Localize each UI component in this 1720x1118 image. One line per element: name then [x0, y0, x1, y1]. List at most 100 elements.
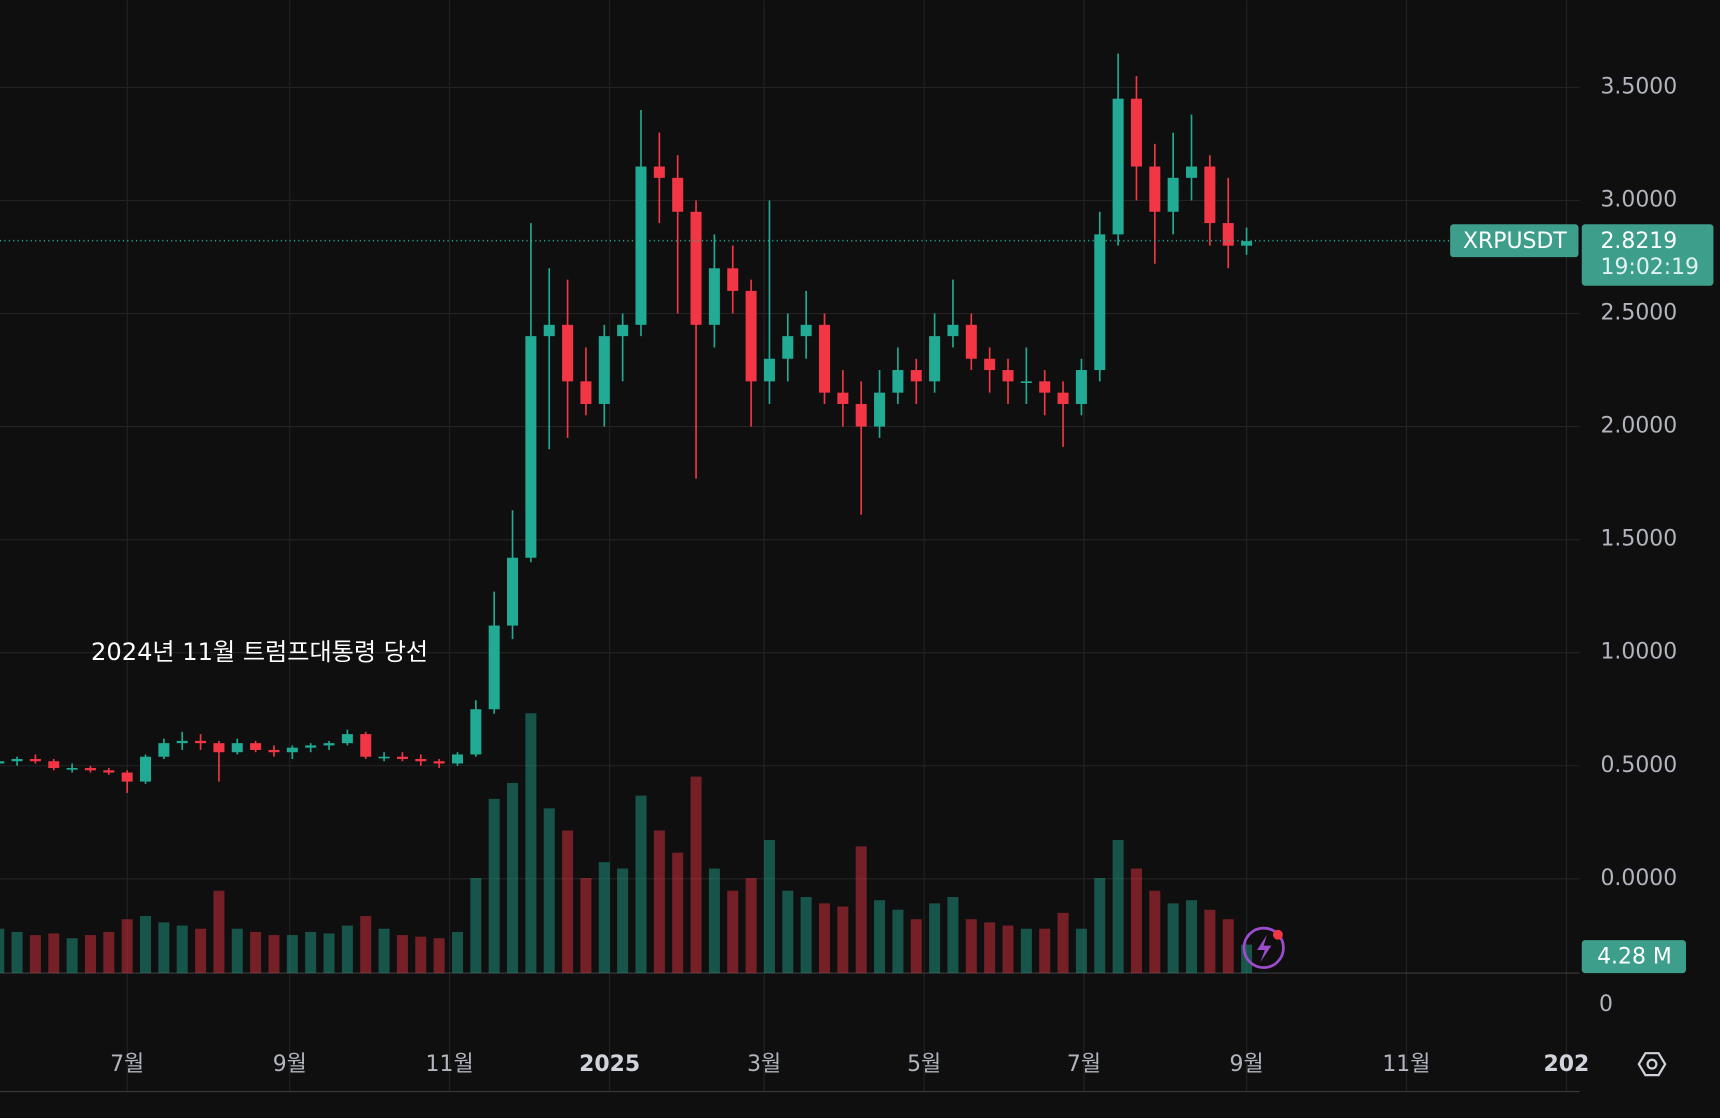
candle-body: [653, 166, 665, 178]
candle-body: [176, 740, 188, 744]
candle-body: [672, 177, 684, 212]
volume-bar: [617, 868, 629, 974]
y-tick-label: 2.0000: [1600, 414, 1677, 439]
candle-body: [1002, 370, 1014, 382]
volume-bar: [176, 925, 188, 974]
x-tick-label: 11월: [1382, 1052, 1430, 1077]
candle-body: [1149, 166, 1161, 212]
candle-body: [635, 166, 647, 325]
volume-bar: [525, 713, 537, 974]
candle-body: [580, 381, 592, 404]
volume-bar: [250, 931, 262, 974]
candle-body: [341, 734, 353, 744]
candle-body: [543, 324, 555, 337]
candle-body: [617, 324, 629, 337]
candle-body: [268, 749, 280, 753]
settings-icon[interactable]: [1637, 1052, 1667, 1077]
candle-body: [855, 403, 867, 427]
volume-bar: [158, 922, 170, 974]
candles: [0, 53, 1253, 793]
volume-bar: [1094, 878, 1106, 974]
volume-bar: [763, 839, 775, 974]
volume-bar: [11, 931, 23, 974]
candle-body: [1222, 223, 1234, 246]
volume-bar: [965, 919, 977, 974]
candle-body: [818, 324, 831, 393]
volume-bar: [929, 903, 941, 974]
candle-body: [598, 336, 610, 404]
volume-bar: [0, 928, 5, 974]
alert-dot[interactable]: [1272, 929, 1283, 940]
volume-bar: [1039, 928, 1051, 974]
candle-body: [1075, 370, 1087, 404]
volume-bar: [103, 931, 115, 974]
volume-bar: [947, 897, 959, 974]
y-tick-label: 1.5000: [1600, 527, 1677, 552]
volume-bar: [1186, 900, 1198, 974]
candle-body: [837, 392, 849, 404]
volume-bar: [1167, 903, 1179, 974]
candle-body: [84, 768, 96, 771]
volume-bar: [1075, 928, 1087, 974]
settings-hole[interactable]: [1646, 1058, 1658, 1070]
y-tick-label: 1.0000: [1600, 640, 1677, 665]
settings-hex[interactable]: [1637, 1052, 1667, 1077]
candle-body: [11, 758, 23, 762]
candle-body: [1186, 166, 1198, 178]
candle-body: [213, 743, 225, 753]
volume-bar: [1002, 925, 1014, 974]
axes: 0.0000 0.5000 1.0000 1.5000 2.0000 2.5000 3.00…: [0, 74, 1714, 1077]
y-tick-label: 2.5000: [1600, 301, 1677, 326]
volume-bar: [1020, 928, 1032, 974]
volume-bar: [360, 916, 372, 974]
y-tick-label: 0.0000: [1600, 866, 1677, 891]
volume-bar: [745, 878, 757, 974]
volume-bar: [1149, 890, 1161, 974]
volume-bar: [378, 928, 390, 974]
volume-bar: [213, 890, 225, 974]
volume-bar: [1222, 919, 1234, 974]
candle-body: [433, 761, 445, 764]
candle-body: [1130, 98, 1142, 167]
volume-bar: [1112, 839, 1124, 974]
volume-bar: [488, 798, 500, 974]
volume-bar: [892, 909, 904, 974]
candle-body: [0, 761, 5, 764]
candle-body: [48, 761, 60, 769]
alert-icon[interactable]: [1242, 926, 1285, 969]
y-tick-label: 3.0000: [1600, 187, 1677, 212]
volume-bar: [1057, 912, 1069, 974]
candle-body: [1020, 381, 1032, 383]
volume-bar: [195, 928, 207, 974]
candle-body: [140, 756, 152, 782]
volume-bar: [690, 776, 702, 974]
volume-bar: [855, 846, 867, 974]
volume-bar: [341, 925, 353, 974]
candle-body: [562, 324, 574, 382]
candle-body: [800, 324, 812, 337]
candle-body: [1094, 234, 1106, 371]
volume-bar: [635, 795, 647, 974]
candle-body: [1167, 177, 1179, 212]
candle-body: [874, 392, 886, 427]
candle-body: [745, 290, 757, 382]
volume-bar: [84, 935, 96, 974]
candle-body: [947, 324, 959, 337]
candle-body: [451, 754, 463, 764]
candle-body: [323, 743, 335, 746]
alert-bolt[interactable]: [1257, 934, 1272, 963]
volume-bar: [874, 900, 886, 974]
candle-body: [929, 336, 941, 382]
candle-body: [507, 557, 519, 626]
alert-circle[interactable]: [1242, 926, 1285, 969]
volume-bar: [672, 852, 684, 974]
candle-body: [708, 268, 720, 325]
volume-bar: [140, 916, 152, 974]
candle-body: [103, 770, 115, 773]
countdown-label: 19:02:19: [1601, 255, 1699, 280]
candle-body: [984, 358, 996, 371]
volume-bar: [984, 922, 996, 974]
candle-body: [1112, 98, 1124, 235]
candle-body: [250, 743, 262, 750]
